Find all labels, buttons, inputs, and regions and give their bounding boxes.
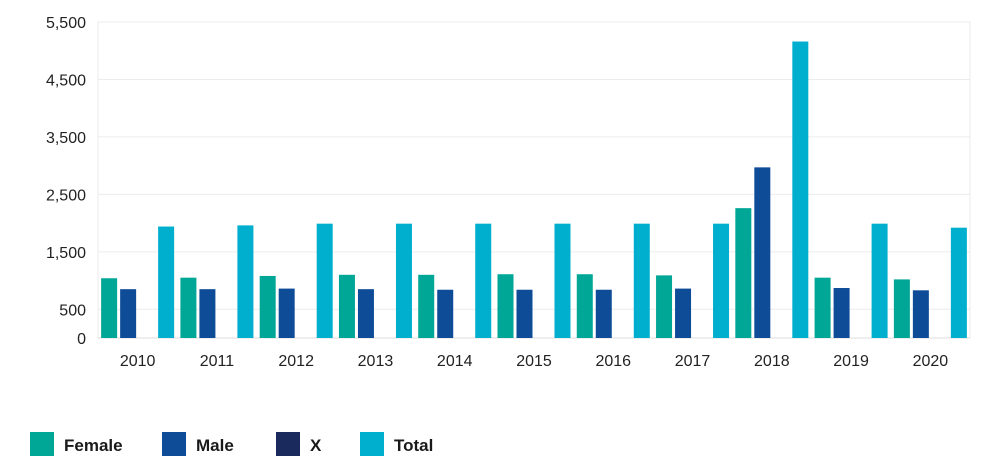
x-tick-label: 2012: [278, 353, 314, 370]
bar-male-2020: [912, 290, 929, 338]
bar-male-2019: [833, 288, 850, 338]
legend-swatch-total: [360, 432, 384, 456]
x-tick-label: 2014: [437, 353, 473, 370]
bar-total-2017: [713, 223, 730, 338]
y-tick-label: 0: [77, 331, 86, 348]
y-tick-label: 1,500: [46, 245, 86, 262]
bar-total-2011: [237, 225, 254, 338]
bar-female-2013: [338, 274, 355, 338]
bar-female-2012: [259, 275, 276, 338]
y-tick-label: 2,500: [46, 187, 86, 204]
legend-swatch-female: [30, 432, 54, 456]
bars: [101, 41, 967, 338]
legend-label-x: X: [310, 436, 322, 455]
y-tick-label: 3,500: [46, 130, 86, 147]
bar-male-2015: [516, 289, 533, 338]
x-tick-label: 2017: [675, 353, 711, 370]
bar-total-2020: [950, 227, 967, 338]
legend-label-male: Male: [196, 436, 234, 455]
bar-male-2011: [199, 289, 216, 338]
bar-female-2018: [735, 208, 752, 338]
bar-female-2017: [656, 275, 673, 338]
bar-total-2013: [395, 223, 412, 338]
x-tick-label: 2010: [120, 353, 156, 370]
bar-total-2016: [633, 223, 650, 338]
x-tick-label: 2020: [913, 353, 949, 370]
bar-total-2012: [316, 223, 333, 338]
bar-female-2011: [180, 277, 197, 338]
bar-female-2020: [893, 279, 910, 338]
x-tick-label: 2016: [595, 353, 631, 370]
x-tick-label: 2015: [516, 353, 552, 370]
bar-female-2016: [576, 274, 593, 338]
bar-female-2015: [497, 274, 514, 338]
bar-total-2014: [475, 223, 492, 338]
bar-female-2010: [101, 278, 118, 338]
y-tick-label: 5,500: [46, 15, 86, 32]
bar-female-2019: [814, 277, 831, 338]
bar-total-2015: [554, 223, 571, 338]
legend: Female Male X Total: [30, 432, 433, 456]
bar-male-2018: [754, 167, 771, 338]
legend-label-total: Total: [394, 436, 433, 455]
bar-total-2010: [158, 226, 175, 338]
legend-swatch-x: [276, 432, 300, 456]
x-axis-ticks: 2010 2011 2012 2013 2014 2015 2016 2017 2018 2019…: [120, 353, 948, 370]
bar-female-2014: [418, 274, 435, 338]
bar-male-2014: [437, 289, 454, 338]
legend-label-female: Female: [64, 436, 123, 455]
x-tick-label: 2018: [754, 353, 790, 370]
x-tick-label: 2011: [200, 353, 235, 370]
y-tick-label: 500: [59, 302, 86, 319]
y-tick-label: 4,500: [46, 72, 86, 89]
bar-male-2016: [595, 289, 612, 338]
bar-total-2019: [871, 223, 888, 338]
bar-total-2018: [792, 41, 809, 338]
x-tick-label: 2019: [833, 353, 869, 370]
bar-male-2010: [120, 289, 137, 338]
y-axis-ticks: 0 500 1,500 2,500 3,500 4,500 5,500: [46, 15, 86, 348]
x-tick-label: 2013: [358, 353, 394, 370]
legend-swatch-male: [162, 432, 186, 456]
bar-male-2017: [675, 288, 692, 338]
bar-male-2012: [278, 288, 295, 338]
bar-male-2013: [357, 289, 374, 338]
